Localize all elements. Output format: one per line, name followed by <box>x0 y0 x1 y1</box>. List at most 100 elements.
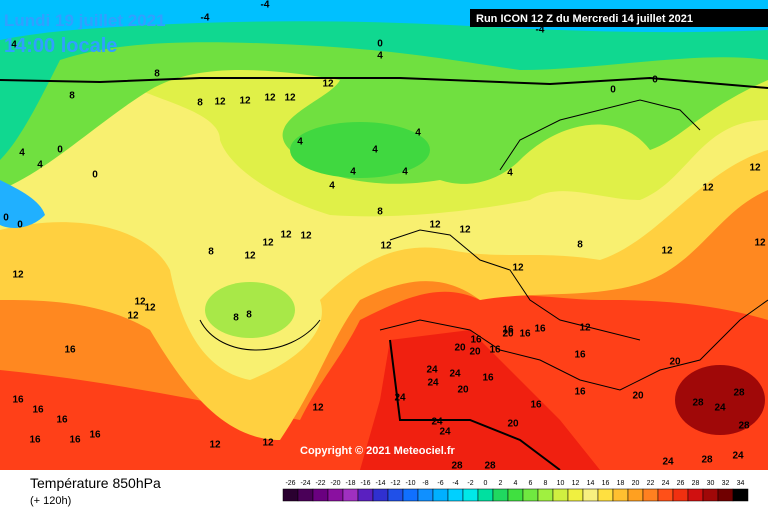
contour-label: 4 <box>350 167 356 178</box>
scale-swatch <box>432 488 449 502</box>
contour-label: 12 <box>127 311 139 322</box>
scale-label: 24 <box>662 480 670 487</box>
scale-label: -8 <box>422 480 428 487</box>
contour-label: 0 <box>610 85 616 96</box>
contour-label: 12 <box>380 241 392 252</box>
contour-label: 4 <box>297 137 303 148</box>
scale-label: -2 <box>467 480 473 487</box>
contour-label: 20 <box>454 343 466 354</box>
contour-label: 16 <box>32 405 44 416</box>
contour-label: 12 <box>144 303 156 314</box>
scale-swatch <box>312 488 329 502</box>
scale-swatch <box>342 488 359 502</box>
contour-label: -4 <box>536 25 545 36</box>
contour-label: 20 <box>632 391 644 402</box>
scale-label: 14 <box>587 480 595 487</box>
contour-label: 12 <box>264 93 276 104</box>
scale-label: -10 <box>405 480 415 487</box>
scale-swatch <box>387 488 404 502</box>
contour-label: -4 <box>261 0 270 11</box>
scale-swatch <box>567 488 584 502</box>
contour-label: 24 <box>439 427 451 438</box>
contour-label: 12 <box>209 440 221 451</box>
contour-label: 0 <box>3 213 9 224</box>
contour-label: 12 <box>284 93 296 104</box>
scale-swatch <box>702 488 719 502</box>
contour-label: 16 <box>89 430 101 441</box>
contour-label: 8 <box>246 310 252 321</box>
contour-label: 28 <box>451 461 463 472</box>
scale-swatch <box>477 488 494 502</box>
contour-label: 4 <box>329 181 335 192</box>
scale-swatch <box>582 488 599 502</box>
contour-label: 12 <box>702 183 714 194</box>
coastlines <box>0 76 768 471</box>
contour-label: -4 <box>201 13 210 24</box>
contour-label: 12 <box>312 403 324 414</box>
contour-label: 12 <box>512 263 524 274</box>
scale-label: 28 <box>692 480 700 487</box>
scale-label: 22 <box>647 480 655 487</box>
scale-swatch <box>672 488 689 502</box>
contour-label: 12 <box>300 231 312 242</box>
contour-label: 16 <box>574 350 586 361</box>
scale-swatch <box>687 488 704 502</box>
scale-label: 34 <box>737 480 745 487</box>
contour-label: 4 <box>19 148 25 159</box>
footer-lead: (+ 120h) <box>30 495 71 507</box>
contour-label: 24 <box>714 403 726 414</box>
scale-label: -26 <box>285 480 295 487</box>
run-box <box>470 9 768 27</box>
contour-label: 20 <box>469 347 481 358</box>
temperature-field <box>0 0 768 470</box>
contour-label: 12 <box>12 270 24 281</box>
contour-label: 16 <box>470 335 482 346</box>
time-text: 14:00 locale <box>4 35 117 57</box>
scale-label: 16 <box>602 480 610 487</box>
contour-label: 12 <box>661 246 673 257</box>
contour-label: 24 <box>662 457 674 468</box>
scale-label: 10 <box>557 480 565 487</box>
scale-swatch <box>447 488 464 502</box>
scale-label: -22 <box>315 480 325 487</box>
contour-label: 4 <box>377 51 383 62</box>
scale-swatch <box>597 488 614 502</box>
scale-swatch <box>522 488 539 502</box>
contour-label: 4 <box>11 40 17 51</box>
scale-swatch <box>357 488 374 502</box>
contour-label: 12 <box>239 96 251 107</box>
scale-swatch <box>297 488 314 502</box>
footer-title: Température 850hPa <box>30 475 161 491</box>
scale-label: -16 <box>360 480 370 487</box>
contour-label: 24 <box>449 369 461 380</box>
scale-label: -24 <box>300 480 310 487</box>
contour-label: 24 <box>431 417 443 428</box>
contour-label: 8 <box>377 207 383 218</box>
contour-label: 12 <box>244 251 256 262</box>
contour-label: 0 <box>57 145 63 156</box>
contour-label: 12 <box>322 79 334 90</box>
scale-swatch <box>462 488 479 502</box>
copyright: Copyright © 2021 Meteociel.fr <box>300 445 456 457</box>
contour-label: 16 <box>489 345 501 356</box>
scale-label: 18 <box>617 480 625 487</box>
contour-label: 16 <box>534 324 546 335</box>
contour-label: 16 <box>519 329 531 340</box>
scale-swatch <box>507 488 524 502</box>
scale-label: 26 <box>677 480 685 487</box>
scale-swatch <box>612 488 629 502</box>
scale-label: 6 <box>529 480 533 487</box>
scale-swatch <box>552 488 569 502</box>
contour-label: 0 <box>652 75 658 86</box>
contour-label: 28 <box>484 461 496 472</box>
contour-label: 12 <box>429 220 441 231</box>
scale-label: 8 <box>544 480 548 487</box>
contour-label: 4 <box>415 128 421 139</box>
scale-label: -12 <box>390 480 400 487</box>
date-text: Lundi 19 juillet 2021 <box>4 11 166 30</box>
contour-label: 0 <box>377 39 383 50</box>
contour-label: 28 <box>692 398 704 409</box>
contour-label: 0 <box>17 220 23 231</box>
contour-label: 28 <box>733 388 745 399</box>
